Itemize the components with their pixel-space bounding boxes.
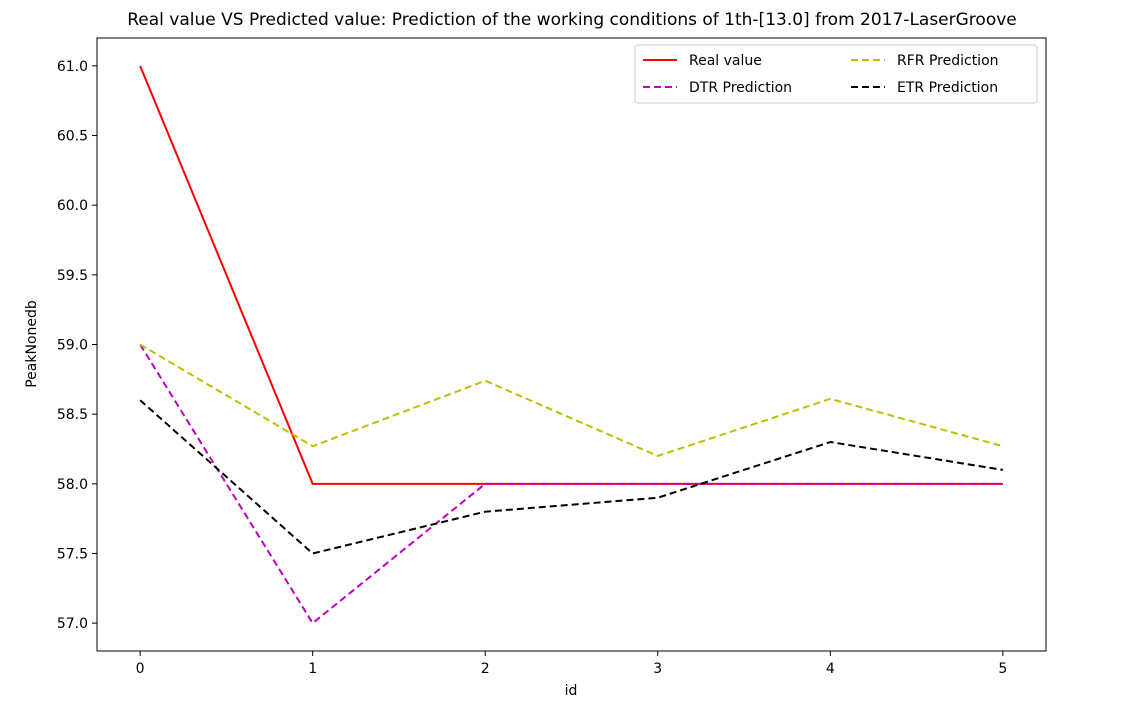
y-tick-label: 60.5 xyxy=(57,129,88,145)
y-tick-label: 57.0 xyxy=(57,616,88,632)
x-axis-label: id xyxy=(565,683,578,699)
y-tick-label: 57.5 xyxy=(57,546,88,562)
x-tick-label: 2 xyxy=(481,661,490,677)
x-tick-label: 0 xyxy=(136,661,145,677)
y-tick-label: 60.0 xyxy=(57,198,88,214)
y-tick-label: 61.0 xyxy=(57,59,88,75)
y-tick-label: 58.5 xyxy=(57,407,88,423)
x-tick-label: 4 xyxy=(826,661,835,677)
series-line-real-value xyxy=(139,65,1003,485)
series-line-rfr-prediction xyxy=(139,343,1004,458)
legend-label: ETR Prediction xyxy=(897,80,998,96)
x-tick-label: 3 xyxy=(653,661,662,677)
x-tick-label: 1 xyxy=(308,661,317,677)
plot-area xyxy=(96,37,1047,652)
y-axis: 57.0 57.5 58.0 58.5 59.0 59.5 60.0 60.5 61.0 xyxy=(57,59,97,632)
y-tick-label: 59.0 xyxy=(57,338,88,354)
legend: Real value DTR Prediction RFR Prediction ET… xyxy=(634,44,1038,104)
series-line-etr-prediction xyxy=(139,399,1004,555)
legend-label: Real value xyxy=(689,53,762,69)
y-axis-label: PeakNonedb xyxy=(24,300,40,388)
chart-title: Real value VS Predicted value: Predictio… xyxy=(127,10,1017,30)
x-axis: 0 1 2 3 4 5 xyxy=(136,651,1007,677)
series-group xyxy=(139,65,1004,625)
legend-box xyxy=(634,44,1038,104)
legend-label: DTR Prediction xyxy=(689,80,792,96)
y-tick-label: 58.0 xyxy=(57,477,88,493)
y-tick-label: 59.5 xyxy=(57,268,88,284)
x-tick-label: 5 xyxy=(998,661,1007,677)
legend-label: RFR Prediction xyxy=(897,53,999,69)
